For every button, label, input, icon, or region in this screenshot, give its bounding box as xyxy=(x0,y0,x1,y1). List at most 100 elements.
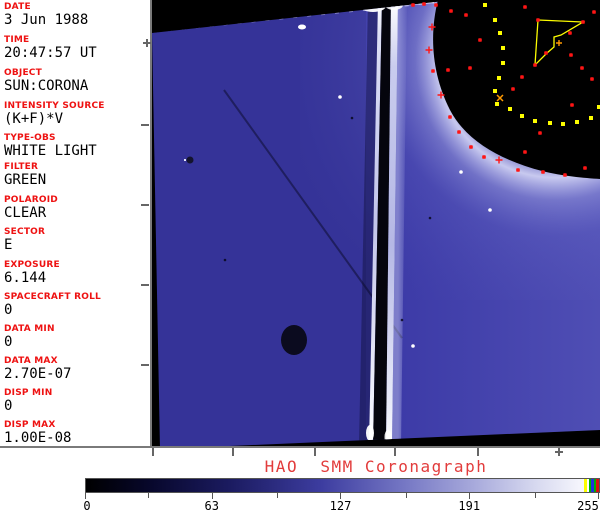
yellow-square-marker xyxy=(589,116,593,120)
metadata-field: INTENSITY SOURCE (K+F)*V xyxy=(4,101,105,127)
metadata-label: DATE xyxy=(4,2,31,12)
red-dot-marker xyxy=(457,130,461,134)
red-dot-marker xyxy=(422,2,426,6)
metadata-label: TIME xyxy=(4,35,30,45)
colorbar-major-tick xyxy=(469,493,471,499)
red-dot-marker xyxy=(536,18,540,22)
colorbar-minor-tick xyxy=(277,493,279,498)
dark-blob xyxy=(281,325,307,355)
red-dot-marker xyxy=(583,166,587,170)
yellow-square-marker xyxy=(483,3,487,7)
metadata-value: WHITE LIGHT xyxy=(4,143,97,159)
orange-plus-marker xyxy=(556,40,562,46)
white-speck xyxy=(411,344,415,348)
bottom-plus-mark xyxy=(558,448,560,456)
colorbar-major-tick xyxy=(85,493,86,499)
colorbar-end-stripe xyxy=(589,479,591,492)
red-dot-marker xyxy=(581,20,585,24)
yellow-square-marker xyxy=(508,107,512,111)
white-speck xyxy=(338,95,342,99)
small-dark-spot xyxy=(186,156,194,164)
bottom-tick-mark xyxy=(232,448,234,456)
orange-x-marker xyxy=(496,94,504,102)
colorbar-minor-tick xyxy=(405,493,407,498)
red-dot-marker xyxy=(482,155,486,159)
metadata-value: 3 Jun 1988 xyxy=(4,12,89,28)
dark-speck xyxy=(400,318,404,322)
metadata-value: (K+F)*V xyxy=(4,111,64,127)
metadata-label: DISP MIN xyxy=(4,388,53,398)
red-dot-marker xyxy=(511,87,515,91)
metadata-label: DATA MIN xyxy=(4,324,55,334)
bottom-tick-mark xyxy=(394,448,396,456)
red-dot-marker xyxy=(478,38,482,42)
red-dot-marker xyxy=(569,53,573,57)
colorbar-tick-label: 63 xyxy=(204,499,219,512)
red-dot-marker xyxy=(464,13,468,17)
red-dot-marker xyxy=(544,51,548,55)
metadata-value: 0 xyxy=(4,302,13,318)
metadata-field: EXPOSURE 6.144 xyxy=(4,260,60,286)
red-dot-marker xyxy=(541,170,545,174)
metadata-label: EXPOSURE xyxy=(4,260,60,270)
red-cross-marker xyxy=(425,46,433,54)
red-dot-marker xyxy=(468,66,472,70)
yellow-square-marker xyxy=(548,121,552,125)
streak-dark-band xyxy=(359,0,380,446)
red-dot-marker xyxy=(538,131,542,135)
yellow-square-marker xyxy=(501,61,505,65)
red-dot-marker xyxy=(449,9,453,13)
metadata-value: 0 xyxy=(4,398,13,414)
page-title: HAO SMM Coronagraph xyxy=(264,457,488,476)
red-dot-marker xyxy=(580,66,584,70)
red-dot-marker xyxy=(523,150,527,154)
metadata-field: DISP MAX 1.00E-08 xyxy=(4,420,71,446)
metadata-label: FILTER xyxy=(4,162,39,172)
red-dot-marker xyxy=(592,10,596,14)
streak-fade xyxy=(392,0,407,446)
metadata-field: DATA MIN 0 xyxy=(4,324,55,350)
metadata-field: TIME 20:47:57 UT xyxy=(4,35,97,61)
metadata-label: OBJECT xyxy=(4,68,42,78)
red-dot-marker xyxy=(523,5,527,9)
left-tick-mark xyxy=(141,364,149,366)
metadata-label: DISP MAX xyxy=(4,420,56,430)
colorbar-tick-label: 191 xyxy=(458,499,481,512)
left-plus-mark xyxy=(146,39,148,47)
colorbar-tick-label: 0 xyxy=(83,499,91,512)
colorbar-major-tick xyxy=(211,493,213,499)
streak-bright-right xyxy=(386,0,398,446)
metadata-value: 20:47:57 UT xyxy=(4,45,97,61)
metadata-field: DISP MIN 0 xyxy=(4,388,52,414)
metadata-field: FILTER GREEN xyxy=(4,162,46,188)
colorbar-major-tick xyxy=(340,493,342,499)
red-dot-marker xyxy=(533,63,537,67)
dark-speck xyxy=(223,258,227,262)
dark-speck xyxy=(428,216,432,220)
colorbar-major-tick xyxy=(598,493,599,499)
red-dot-marker xyxy=(520,75,524,79)
metadata-value: 6.144 xyxy=(4,270,47,286)
yellow-square-marker xyxy=(561,122,565,126)
yellow-square-marker xyxy=(520,114,524,118)
red-cross-marker xyxy=(428,23,436,31)
white-speck xyxy=(488,208,492,212)
metadata-label: TYPE-OBS xyxy=(4,133,56,143)
metadata-label: INTENSITY SOURCE xyxy=(4,101,105,111)
metadata-field: POLAROID CLEAR xyxy=(4,195,58,221)
metadata-panel: DATE 3 Jun 1988 TIME 20:47:57 UT OBJECT SUN:C… xyxy=(0,0,150,446)
red-cross-marker xyxy=(437,91,445,99)
red-dot-marker xyxy=(434,3,438,7)
red-dot-marker xyxy=(411,3,415,7)
white-speck xyxy=(298,24,306,30)
streak-dark-core xyxy=(373,0,391,446)
metadata-field: TYPE-OBS WHITE LIGHT xyxy=(4,133,97,159)
metadata-label: DATA MAX xyxy=(4,356,58,366)
colorbar-end-stripe xyxy=(584,479,587,492)
red-dot-marker xyxy=(568,31,572,35)
colorbar-minor-tick xyxy=(148,493,150,498)
image-frame-bottom-border xyxy=(0,446,600,448)
yellow-region-polygon xyxy=(534,19,586,67)
red-dot-marker xyxy=(469,145,473,149)
red-dot-marker xyxy=(516,168,520,172)
